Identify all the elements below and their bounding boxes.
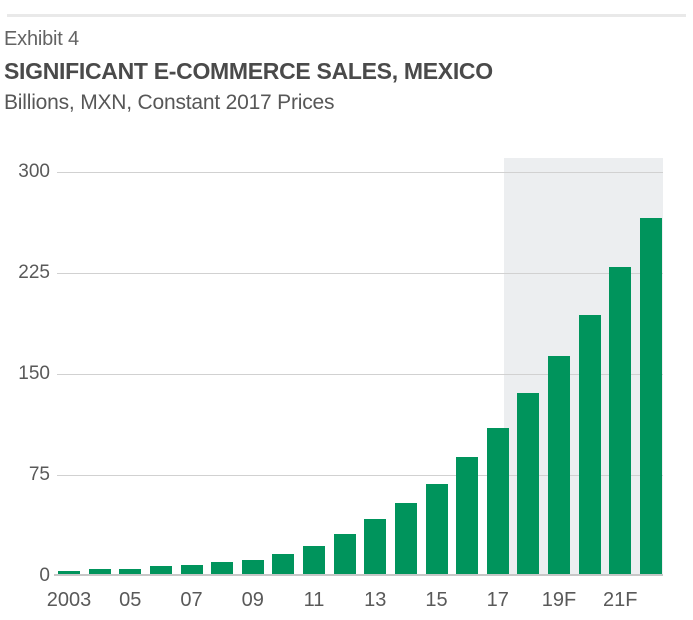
- x-tick-label-19F: 19F: [541, 589, 577, 611]
- x-tick-label-09: 09: [241, 589, 264, 611]
- bar-2006: [149, 565, 172, 574]
- bar-2012: [333, 533, 356, 574]
- bar-2013: 13: [364, 518, 386, 611]
- gridline-150: [57, 373, 663, 375]
- bar-2007: 07: [180, 564, 203, 611]
- x-axis-line: [54, 574, 663, 576]
- x-tick-label-07: 07: [180, 589, 203, 611]
- exhibit-label: Exhibit 4: [4, 28, 79, 50]
- bar-2009: 09: [242, 559, 264, 611]
- bar-2014: [394, 502, 417, 574]
- bar-2016: [456, 456, 479, 574]
- y-tick-label-300: 300: [18, 160, 50, 182]
- bar-2022F: [639, 218, 662, 574]
- x-tick-label-11: 11: [303, 589, 325, 611]
- x-tick-label-21F: 21F: [603, 589, 638, 611]
- bar-series: 2003 05 07 09 11 13 15 17 19F 21F: [47, 158, 662, 611]
- bar-2021F: 21F: [603, 266, 637, 611]
- gridline-300: [57, 171, 663, 173]
- bar-2015: 15: [425, 483, 448, 611]
- chart-title: SIGNIFICANT E-COMMERCE SALES, MEXICO: [4, 58, 493, 84]
- x-tick-label-2003: 2003: [46, 589, 92, 611]
- top-divider-rule: [7, 14, 686, 17]
- bar-2018F: [517, 393, 540, 574]
- bar-2019F: 19F: [542, 355, 576, 611]
- bar-2003: 2003: [47, 570, 91, 611]
- y-tick-label-75: 75: [28, 463, 50, 485]
- gridline-75: [57, 474, 663, 476]
- plot-area: 2003 05 07 09 11 13 15 17 19F 21F 0 75 150 225 300: [18, 158, 663, 611]
- bar-2005: 05: [119, 568, 141, 611]
- bar-2011: 11: [303, 545, 325, 611]
- bar-2004: [88, 568, 111, 574]
- chart-subtitle: Billions, MXN, Constant 2017 Prices: [4, 91, 335, 114]
- x-tick-label-05: 05: [119, 589, 142, 611]
- y-tick-label-0: 0: [39, 565, 50, 586]
- y-tick-label-150: 150: [18, 362, 50, 384]
- bar-2010: [272, 553, 295, 574]
- x-tick-label-17: 17: [486, 589, 509, 611]
- bar-2020F: [578, 315, 601, 574]
- bar-2008: [211, 561, 234, 574]
- y-tick-label-225: 225: [18, 261, 50, 283]
- gridline-225: [57, 272, 663, 274]
- x-tick-label-15: 15: [425, 589, 448, 611]
- x-tick-label-13: 13: [364, 589, 387, 611]
- bar-2017: 17: [487, 428, 509, 611]
